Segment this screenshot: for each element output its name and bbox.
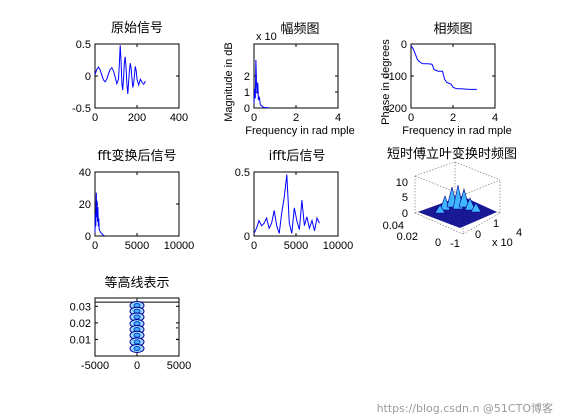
fft-xtick-label: 5000 [125,240,149,252]
mag-xlabel: Frequency in rad mple [245,125,354,137]
stft-surface-base [418,196,497,228]
ifft-xtick-label: 5000 [284,240,308,252]
stft-surface-peak [464,197,476,211]
orig-xtick-label: 200 [128,112,146,124]
phase-ytick-label: 0 [401,39,407,51]
fft-xtick-label: 0 [92,240,98,252]
orig-ytick-label: 0 [85,71,91,83]
stft-exponent-power: 4 [516,227,522,239]
stft-ztick-label: 10 [396,177,408,189]
phase-xtick-label: 2 [450,112,456,124]
mag-xtick-label: 2 [293,112,299,124]
mag-ytick-label: 1 [244,87,250,99]
stft-title: 短时傅立叶变换时频图 [387,146,517,162]
ifft-series-line [253,174,320,234]
phase-ytick-label: -200 [385,103,407,115]
ifft-axes-box [253,171,339,237]
contour-xtick-label: -5000 [81,360,109,372]
contour-marker-dot [176,327,178,329]
orig-xtick-label: 400 [170,112,188,124]
stft-surface-peak [458,187,470,208]
orig-ytick-label: -0.5 [72,103,91,115]
phase-xtick-label: 4 [492,112,498,124]
stft-surface-peak [434,204,446,214]
contour-ytick-label: 0.02 [70,318,91,330]
stft-surface-peak [470,202,482,213]
phase-xlabel: Frequency in rad mple [402,125,511,137]
mag-ylabel: Magnitude in dB [223,42,235,122]
ifft-xtick-label: 0 [251,240,257,252]
stft-xtick-label: -1 [450,238,460,250]
mag-axes-box [253,43,339,109]
stft-box-edge [462,179,501,196]
fft-ytick-label: 40 [79,167,91,179]
mag-ytick-label: 2 [244,71,250,83]
contour-title: 等高线表示 [104,275,169,291]
stft-ytick-label: 0.02 [397,231,418,243]
mag-xtick-label: 4 [335,112,341,124]
contour-contour-inner [133,346,141,352]
stft-box-edge [414,161,456,177]
stft-ztick-label: 0 [402,208,408,220]
ifft-ytick-label: 0.5 [235,167,250,179]
mag-title: 幅频图 [280,22,319,37]
contour-marker-dot [176,338,178,341]
phase-xtick-label: 0 [408,112,414,124]
stft-xtick-label: 1 [493,218,499,230]
stft-box-edge [414,175,464,196]
stft-ytick-label: 0.04 [383,220,404,232]
orig-title: 原始信号 [111,21,163,36]
orig-xtick-label: 0 [92,112,98,124]
stft-ztick-label: 5 [402,192,408,204]
fft-ytick-label: 20 [79,199,91,211]
mag-series-line [253,59,269,109]
fft-xtick-label: 10000 [164,240,195,252]
mag-ytick-label: 0 [244,103,250,115]
mag-exponent: x 10 [256,31,277,43]
phase-axes-box [410,43,496,109]
phase-title: 相频图 [433,22,472,37]
fft-title: fft变换后信号 [97,148,176,164]
contour-ytick-label: 0.01 [70,334,91,346]
contour-ytick-label: 0.03 [70,301,91,313]
orig-ytick-label: 0.5 [76,39,91,51]
stft-box-edge [454,161,501,181]
fft-ytick-label: 0 [85,231,91,243]
contour-contour-inner [133,332,141,338]
stft-box-edge [462,212,501,235]
phase-series-line [410,45,477,90]
phase-ytick-label: -100 [385,71,407,83]
fft-series-line [94,192,105,237]
fft-axes-box [94,171,180,237]
orig-series-line [94,45,146,94]
contour-xtick-label: 0 [134,360,140,372]
stft-ytick-label: 0 [435,237,441,249]
watermark: https://blog.csdn.n @51CTO博客 [376,402,553,415]
stft-exponent: x 10 [492,237,513,249]
ifft-title: ifft后信号 [269,149,326,164]
stft-surface-plot [414,161,501,235]
phase-ylabel: Phase in degrees [380,39,392,125]
contour-contour-inner [133,314,141,320]
ifft-ytick-label: 0 [244,231,250,243]
mag-xtick-label: 0 [251,112,257,124]
contour-xtick-label: 5000 [167,360,191,372]
stft-xtick-label: 0 [475,229,481,241]
ifft-xtick-label: 10000 [323,240,354,252]
contour-contour-inner [133,339,141,345]
